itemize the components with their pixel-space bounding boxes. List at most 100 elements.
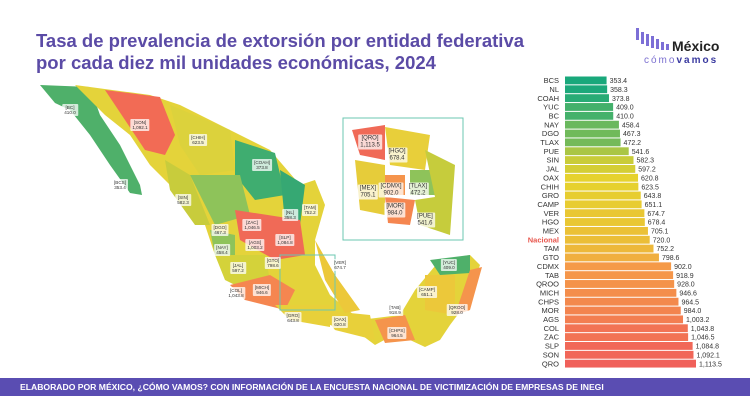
bar-value-label: 651.1 [645, 202, 663, 209]
state-value: 946.6 [256, 290, 268, 295]
state-code: [TAM] [304, 205, 316, 210]
state-code: [COL] [229, 288, 242, 293]
bar [565, 76, 607, 85]
state-value: 582.3 [177, 200, 189, 205]
state-code: [GTO] [266, 258, 280, 263]
map-label-hgo: [HGO] 678.4 [386, 147, 408, 163]
logo-tagline: cómovamos [644, 55, 718, 66]
bar-label: SLP [545, 342, 559, 351]
bar [565, 333, 689, 341]
bar-label: CAMP [537, 200, 559, 209]
bar-value-label: 1,003.2 [686, 317, 709, 324]
map-label-mich: [MICH] 946.6 [252, 284, 272, 296]
state-code: [PUE] [417, 213, 433, 220]
state-value: 984.0 [387, 210, 403, 216]
map-label-ver: [VER] 674.7 [332, 259, 348, 271]
bar [565, 306, 681, 315]
bar-label: TAM [544, 244, 559, 253]
map-label-pue: [PUE] 541.6 [415, 212, 435, 228]
bar-value-label: 1,092.1 [696, 352, 719, 359]
logo-bars-icon [636, 28, 669, 50]
state-value: 620.8 [334, 322, 346, 327]
qroo-region [455, 267, 482, 315]
state-code: [NAY] [216, 245, 228, 250]
bar-label: MEX [543, 227, 559, 236]
bar-label: Nacional [528, 235, 559, 244]
map-label-mex: [MEX] 705.1 [357, 184, 379, 200]
state-value: 1,092.1 [132, 125, 148, 130]
bar-label: HGO [542, 218, 559, 227]
map-label-tab: [TAB] 918.9 [387, 304, 403, 316]
bar-value-label: 798.6 [662, 255, 680, 262]
bar-value-label: 678.4 [648, 220, 666, 227]
map-label-cdmx: [CDMX] 902.0 [378, 182, 404, 198]
bar-value-label: 472.2 [624, 140, 642, 147]
bar-label: CHPS [538, 297, 559, 306]
bar-value-label: 1,084.8 [696, 344, 719, 351]
map-label-bc: [BC] 410.0 [62, 104, 78, 116]
state-code: [GRO] [286, 313, 300, 318]
bar-value-label: 946.6 [679, 290, 697, 297]
bar [565, 94, 609, 103]
bar-value-label: 409.0 [616, 105, 634, 112]
page-title: Tasa de prevalencia de extorsión por ent… [36, 30, 525, 73]
bar-label: DGO [542, 129, 559, 138]
state-value: 410.0 [64, 110, 76, 115]
map-label-tlax: [TLAX] 472.2 [406, 182, 430, 198]
bar-value-label: 674.7 [647, 211, 665, 218]
logo-name: México [672, 38, 720, 54]
state-code: [YUC] [442, 260, 456, 265]
bar [565, 280, 675, 288]
mexico-como-vamos-logo: México cómovamos [632, 24, 744, 68]
state-value: 597.2 [232, 268, 244, 273]
map-label-qroo: [QROO] 928.0 [446, 304, 468, 316]
map-label-yuc: [YUC] 409.0 [440, 259, 458, 271]
bar-label: TLAX [540, 138, 559, 147]
state-code: [SIN] [177, 195, 189, 200]
bar-chart-svg: BCS 353.4 NL 358.3 COAH 373.8 YUC 409.0 BC 410.0 N… [528, 76, 722, 368]
bar-value-label: 623.5 [641, 184, 659, 191]
map-label-nay: [NAY] 458.4 [214, 244, 230, 256]
map-label-jal: [JAL] 597.2 [230, 262, 246, 274]
state-code: [BC] [65, 105, 75, 110]
bar-label: YUC [543, 103, 559, 112]
bar-value-label: 902.0 [674, 264, 692, 271]
map-label-gro: [GRO] 643.8 [284, 312, 302, 324]
bar [565, 120, 619, 129]
bar [565, 226, 648, 235]
bar-label: VER [544, 209, 560, 218]
guerrero-region [275, 305, 330, 327]
bar [565, 235, 650, 244]
state-code: [SLP] [279, 235, 291, 240]
state-code: [TLAX] [408, 183, 428, 190]
state-value: 358.3 [284, 215, 296, 220]
bar-label: MOR [542, 306, 560, 315]
bar [565, 200, 642, 209]
bar [565, 262, 672, 271]
state-code: [TAB] [389, 305, 401, 310]
bar-value-label: 1,113.5 [699, 361, 722, 368]
state-code: [SON] [133, 120, 147, 125]
state-code: [MEX] [359, 185, 377, 192]
bar-value-label: 918.9 [676, 273, 694, 280]
state-code: [COAH] [254, 160, 270, 165]
state-value: 678.4 [389, 155, 405, 161]
bar [565, 182, 639, 191]
bar-label: COAH [537, 94, 559, 103]
logo-tagline-b: vamos [676, 55, 719, 66]
state-value: 1,043.8 [228, 293, 244, 298]
mexico-mainland [75, 85, 480, 347]
mexico-map: [BC] 410.0 [SON] 1,092.1 [CHIH] 623.5 [BCS] 353… [30, 75, 500, 375]
bar-label: JAL [546, 165, 559, 174]
state-value: 651.1 [421, 292, 433, 297]
state-value: 467.3 [214, 230, 226, 235]
state-code: [JAL] [232, 263, 244, 268]
state-value: 752.2 [304, 210, 316, 215]
map-label-sin: [SIN] 582.3 [175, 194, 191, 206]
map-label-coah: [COAH] 373.8 [252, 159, 272, 171]
state-value: 353.4 [114, 185, 126, 190]
map-label-camp: [CAMP] 651.1 [417, 286, 437, 298]
center-highlight-box [279, 254, 336, 311]
bar-value-label: 358.3 [610, 87, 628, 94]
